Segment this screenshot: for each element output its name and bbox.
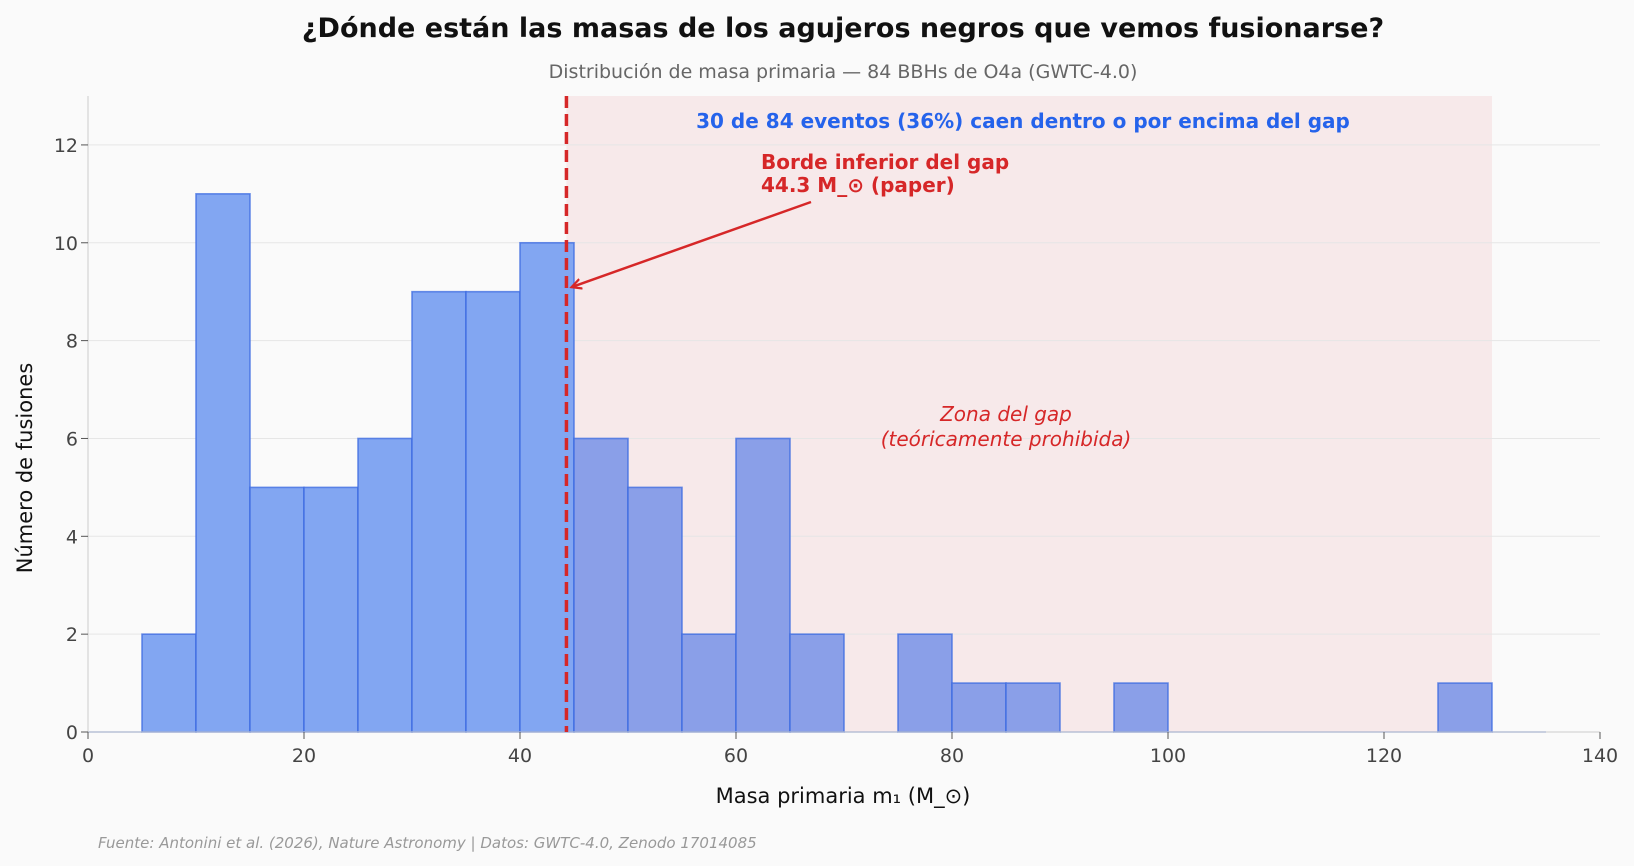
bar: [897, 633, 953, 733]
gap-count-note: 30 de 84 eventos (36%) caen dentro o por…: [696, 109, 1350, 133]
x-tick-label: 40: [508, 745, 532, 767]
x-tick-label: 0: [82, 745, 94, 767]
bar: [627, 486, 683, 733]
x-axis-label: Masa primaria m₁ (M_⊙): [716, 784, 971, 809]
x-tick-label: 80: [940, 745, 964, 767]
gap-zone: [566, 96, 1492, 732]
chart-title: ¿Dónde están las masas de los agujeros n…: [302, 13, 1384, 44]
bar: [789, 633, 845, 733]
bar: [1437, 682, 1493, 733]
bar: [357, 437, 413, 733]
bar: [249, 486, 305, 733]
source-note: Fuente: Antonini et al. (2026), Nature A…: [98, 834, 757, 852]
x-axis-ticks: 0 20 40 60 80 100 120 140: [82, 732, 1618, 767]
gap-zone-label-line1: Zona del gap: [939, 402, 1072, 426]
y-tick-label: 6: [66, 428, 78, 450]
gap-zone-label-line2: (teóricamente prohibida): [881, 427, 1132, 451]
bar: [681, 633, 737, 733]
gap-edge-arrow: [572, 200, 812, 287]
y-tick-label: 12: [54, 135, 78, 157]
gap-edge-label-line2: 44.3 M_⊙ (paper): [761, 173, 955, 197]
x-tick-label: 120: [1366, 745, 1402, 767]
bar: [195, 193, 251, 733]
x-tick-label: 60: [724, 745, 748, 767]
y-axis-ticks: 0 2 4 6 8 10 12: [54, 135, 88, 744]
bar: [465, 290, 521, 733]
bar: [411, 290, 467, 733]
y-axis-label: Número de fusiones: [13, 363, 37, 574]
y-tick-label: 2: [66, 624, 78, 646]
bar: [735, 437, 791, 733]
bar: [303, 486, 359, 733]
bar: [1113, 682, 1169, 733]
y-tick-label: 8: [66, 331, 78, 353]
bar: [951, 682, 1007, 733]
y-tick-label: 0: [66, 722, 78, 744]
y-tick-label: 4: [66, 526, 78, 548]
bar: [573, 437, 629, 733]
bar: [1005, 682, 1061, 733]
bar: [519, 241, 575, 733]
x-tick-label: 20: [292, 745, 316, 767]
y-tick-label: 10: [54, 233, 78, 255]
gap-edge-label-line1: Borde inferior del gap: [761, 150, 1009, 174]
x-tick-label: 140: [1582, 745, 1618, 767]
chart-subtitle: Distribución de masa primaria — 84 BBHs …: [549, 61, 1138, 83]
x-tick-label: 100: [1150, 745, 1186, 767]
bar: [141, 633, 197, 733]
